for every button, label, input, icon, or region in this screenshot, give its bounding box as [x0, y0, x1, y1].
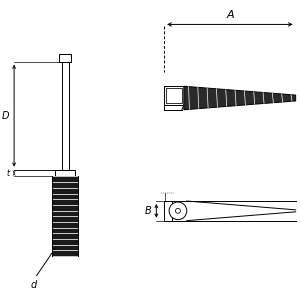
Circle shape [176, 208, 180, 213]
Bar [62, 62, 68, 170]
Bar [164, 86, 184, 105]
Circle shape [169, 202, 187, 220]
Text: d: d [31, 280, 37, 290]
Text: D: D [2, 111, 9, 121]
Bar [55, 169, 75, 176]
Text: A: A [226, 11, 234, 20]
Polygon shape [184, 86, 296, 110]
Bar [166, 88, 182, 103]
Text: B: B [145, 206, 152, 216]
Bar [164, 201, 172, 220]
Bar [52, 176, 78, 256]
Bar [59, 54, 71, 62]
Text: t: t [6, 169, 9, 178]
